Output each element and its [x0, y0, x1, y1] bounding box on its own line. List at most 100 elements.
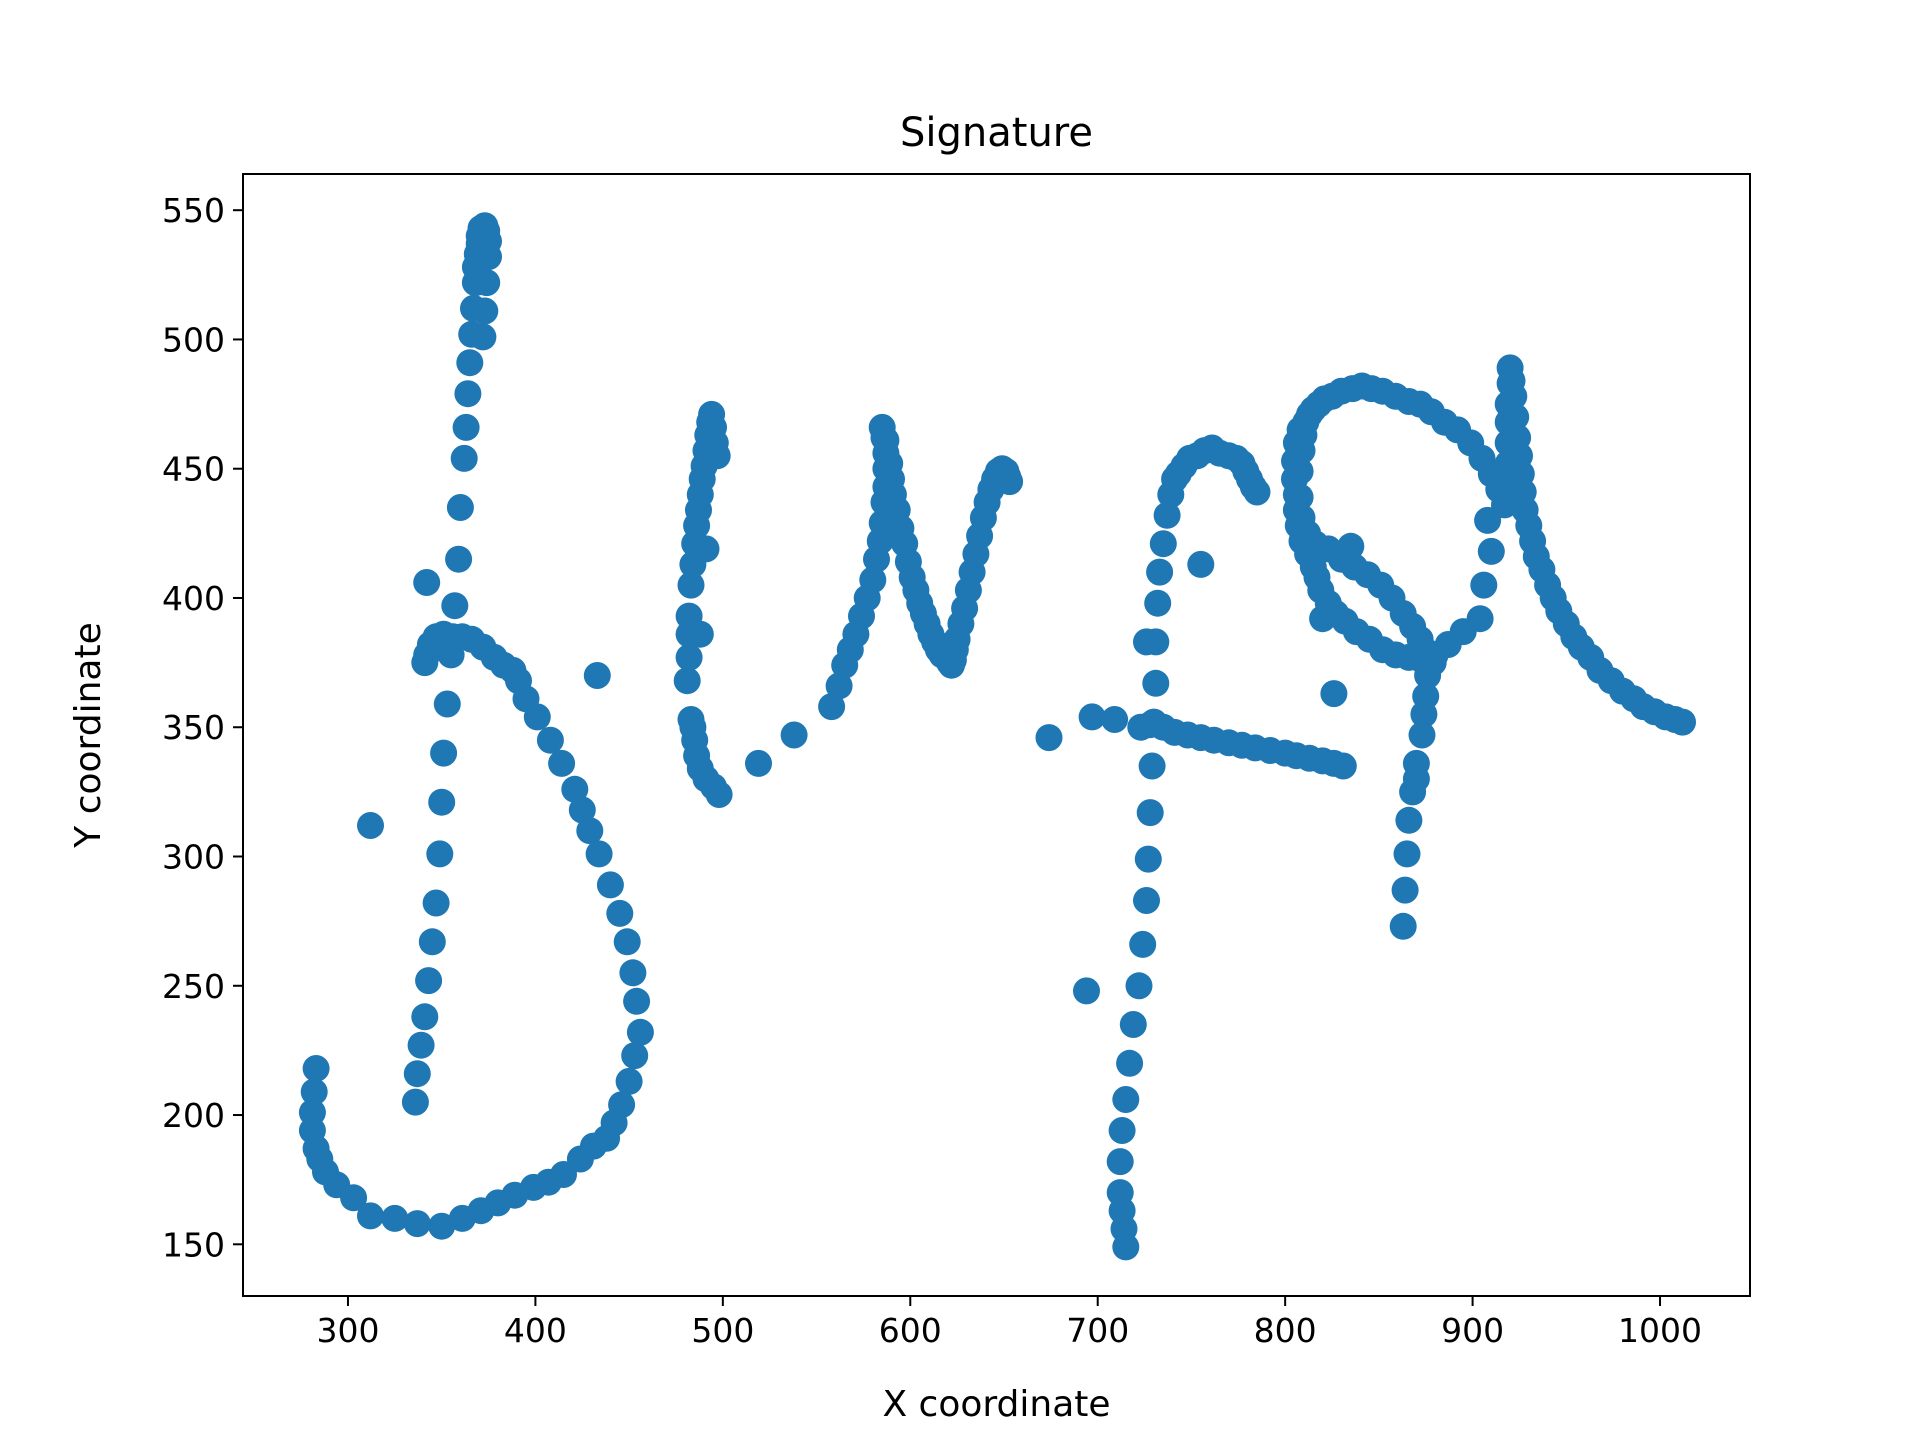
data-point	[471, 297, 499, 325]
plot-frame	[242, 173, 1751, 1297]
data-point	[1138, 752, 1166, 780]
data-point	[1106, 1179, 1134, 1207]
data-point	[1389, 912, 1417, 940]
x-axis: 300 400 500 600 700 800 900 1000	[316, 1296, 1702, 1350]
data-point	[357, 1202, 384, 1230]
data-point	[1477, 537, 1505, 565]
x-tick-label: 500	[691, 1311, 754, 1350]
chart-title: Signature	[900, 110, 1093, 156]
data-point	[454, 380, 482, 408]
data-point	[1669, 708, 1696, 736]
data-point	[677, 571, 705, 599]
y-tick-label: 200	[162, 1096, 225, 1135]
data-point	[1133, 628, 1160, 656]
data-point	[1133, 887, 1160, 914]
data-point	[585, 840, 613, 868]
data-point	[623, 987, 651, 1015]
data-point	[692, 535, 720, 563]
data-point	[745, 749, 772, 777]
data-point	[448, 1204, 476, 1232]
data-point	[568, 796, 596, 824]
data-point	[825, 672, 853, 700]
y-tick-label: 500	[162, 320, 225, 359]
data-point	[1470, 571, 1498, 599]
data-point	[1136, 799, 1164, 827]
data-point	[818, 693, 846, 721]
data-point	[1101, 706, 1129, 733]
data-point	[475, 243, 502, 271]
data-point	[536, 726, 564, 754]
data-point	[576, 817, 604, 845]
x-axis-label: X coordinate	[882, 1384, 1110, 1425]
data-point	[1320, 680, 1348, 708]
x-tick-label: 800	[1254, 1311, 1317, 1350]
x-tick-label: 300	[316, 1311, 379, 1350]
data-point	[456, 349, 484, 377]
data-point	[872, 426, 900, 454]
data-point	[452, 413, 480, 441]
data-point	[673, 667, 701, 695]
x-tick-label: 600	[879, 1311, 942, 1350]
data-point	[418, 928, 446, 956]
data-point	[1125, 972, 1153, 1000]
data-point	[430, 739, 458, 767]
points-layer	[298, 212, 1696, 1261]
data-point	[450, 444, 478, 472]
data-point	[1391, 876, 1419, 904]
data-point	[357, 812, 384, 839]
data-point	[996, 468, 1024, 496]
data-point	[1108, 1117, 1136, 1144]
data-point	[413, 569, 441, 596]
data-point	[548, 749, 576, 777]
data-point	[1149, 530, 1177, 558]
data-point	[1243, 478, 1271, 506]
data-point	[561, 775, 589, 803]
data-point	[621, 1042, 649, 1070]
data-point	[1106, 1148, 1134, 1176]
data-point	[1288, 504, 1316, 532]
y-tick-label: 550	[162, 191, 225, 230]
y-axis: 150 200 250 300 350 400 450 500 550	[162, 191, 243, 1264]
y-tick-label: 350	[162, 708, 225, 747]
data-point	[403, 1060, 431, 1088]
data-point	[433, 690, 461, 718]
data-point	[1421, 641, 1449, 669]
data-point	[1402, 765, 1430, 793]
x-tick-label: 400	[504, 1311, 567, 1350]
data-point	[583, 662, 611, 689]
data-point	[1144, 589, 1172, 617]
y-tick-label: 450	[162, 450, 225, 489]
x-tick-label: 700	[1066, 1311, 1129, 1350]
data-point	[403, 1210, 431, 1238]
data-point	[677, 706, 705, 733]
data-point	[1112, 1086, 1140, 1113]
data-point	[613, 928, 641, 956]
data-point	[381, 1204, 409, 1232]
data-point	[626, 1018, 654, 1046]
data-point	[422, 889, 450, 917]
data-point	[686, 620, 714, 648]
y-tick-label: 400	[162, 579, 225, 618]
data-point	[446, 494, 474, 521]
data-point	[675, 643, 703, 671]
data-point	[407, 1031, 435, 1059]
y-tick-label: 150	[162, 1225, 225, 1264]
data-point	[1408, 721, 1436, 749]
data-point	[411, 1003, 439, 1031]
data-point	[1073, 977, 1100, 1005]
data-point	[1035, 724, 1063, 752]
data-point	[441, 592, 469, 620]
data-point	[1286, 457, 1314, 485]
data-point	[703, 442, 731, 470]
data-point	[1414, 662, 1442, 689]
data-point	[1146, 558, 1174, 586]
data-point	[1119, 1011, 1147, 1038]
data-point	[1286, 483, 1314, 511]
data-point	[859, 566, 887, 594]
data-point	[401, 1088, 429, 1116]
data-point	[1116, 1049, 1144, 1077]
data-point	[1153, 501, 1181, 529]
data-point	[428, 1212, 456, 1240]
data-point	[1129, 930, 1157, 958]
